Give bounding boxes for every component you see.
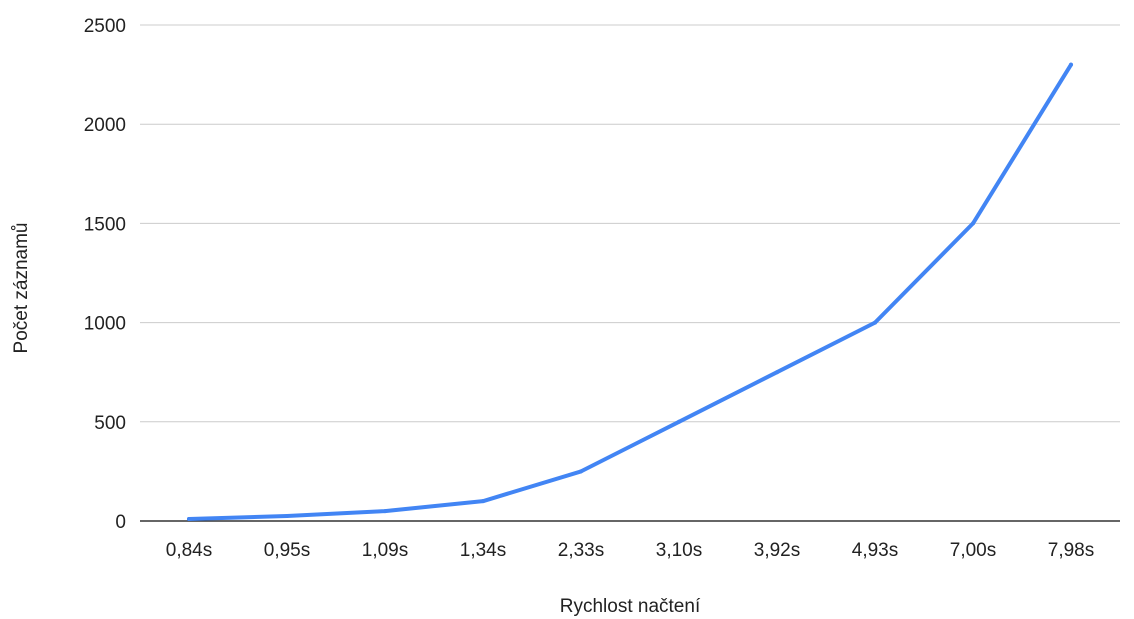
x-tick-label: 0,84s [166, 540, 212, 561]
data-point [579, 469, 583, 474]
x-tick-label: 7,98s [1048, 540, 1094, 561]
x-axis-ticks: 0,84s 0,95s 1,09s 1,34s 2,33s 3,10s 3,92s 4,93s… [166, 540, 1094, 561]
series-line [187, 62, 1073, 522]
y-tick-label: 0 [115, 512, 126, 533]
x-axis-title: Rychlost načtení [560, 596, 701, 617]
data-point [971, 221, 975, 226]
x-tick-label: 3,10s [656, 540, 702, 561]
data-point [481, 499, 485, 504]
x-tick-label: 0,95s [264, 540, 310, 561]
x-tick-label: 7,00s [950, 540, 996, 561]
data-point [383, 509, 387, 514]
data-point [775, 370, 779, 375]
x-tick-label: 2,33s [558, 540, 604, 561]
series-lines [187, 62, 1073, 522]
y-tick-label: 2500 [84, 16, 126, 37]
data-point [285, 514, 289, 519]
gridlines [140, 24, 1120, 522]
x-tick-label: 4,93s [852, 540, 898, 561]
x-tick-label: 1,34s [460, 540, 506, 561]
y-axis-ticks: 0 500 1000 1500 2000 2500 [84, 16, 126, 533]
data-point [1069, 62, 1073, 67]
data-point [873, 320, 877, 325]
data-point [187, 517, 191, 522]
x-tick-label: 1,09s [362, 540, 408, 561]
y-tick-label: 1000 [84, 314, 126, 335]
y-tick-label: 1500 [84, 214, 126, 235]
x-tick-label: 3,92s [754, 540, 800, 561]
y-tick-label: 500 [94, 413, 126, 434]
data-point [677, 419, 681, 424]
y-tick-label: 2000 [84, 115, 126, 136]
y-axis-title: Počet záznamů [11, 223, 32, 354]
